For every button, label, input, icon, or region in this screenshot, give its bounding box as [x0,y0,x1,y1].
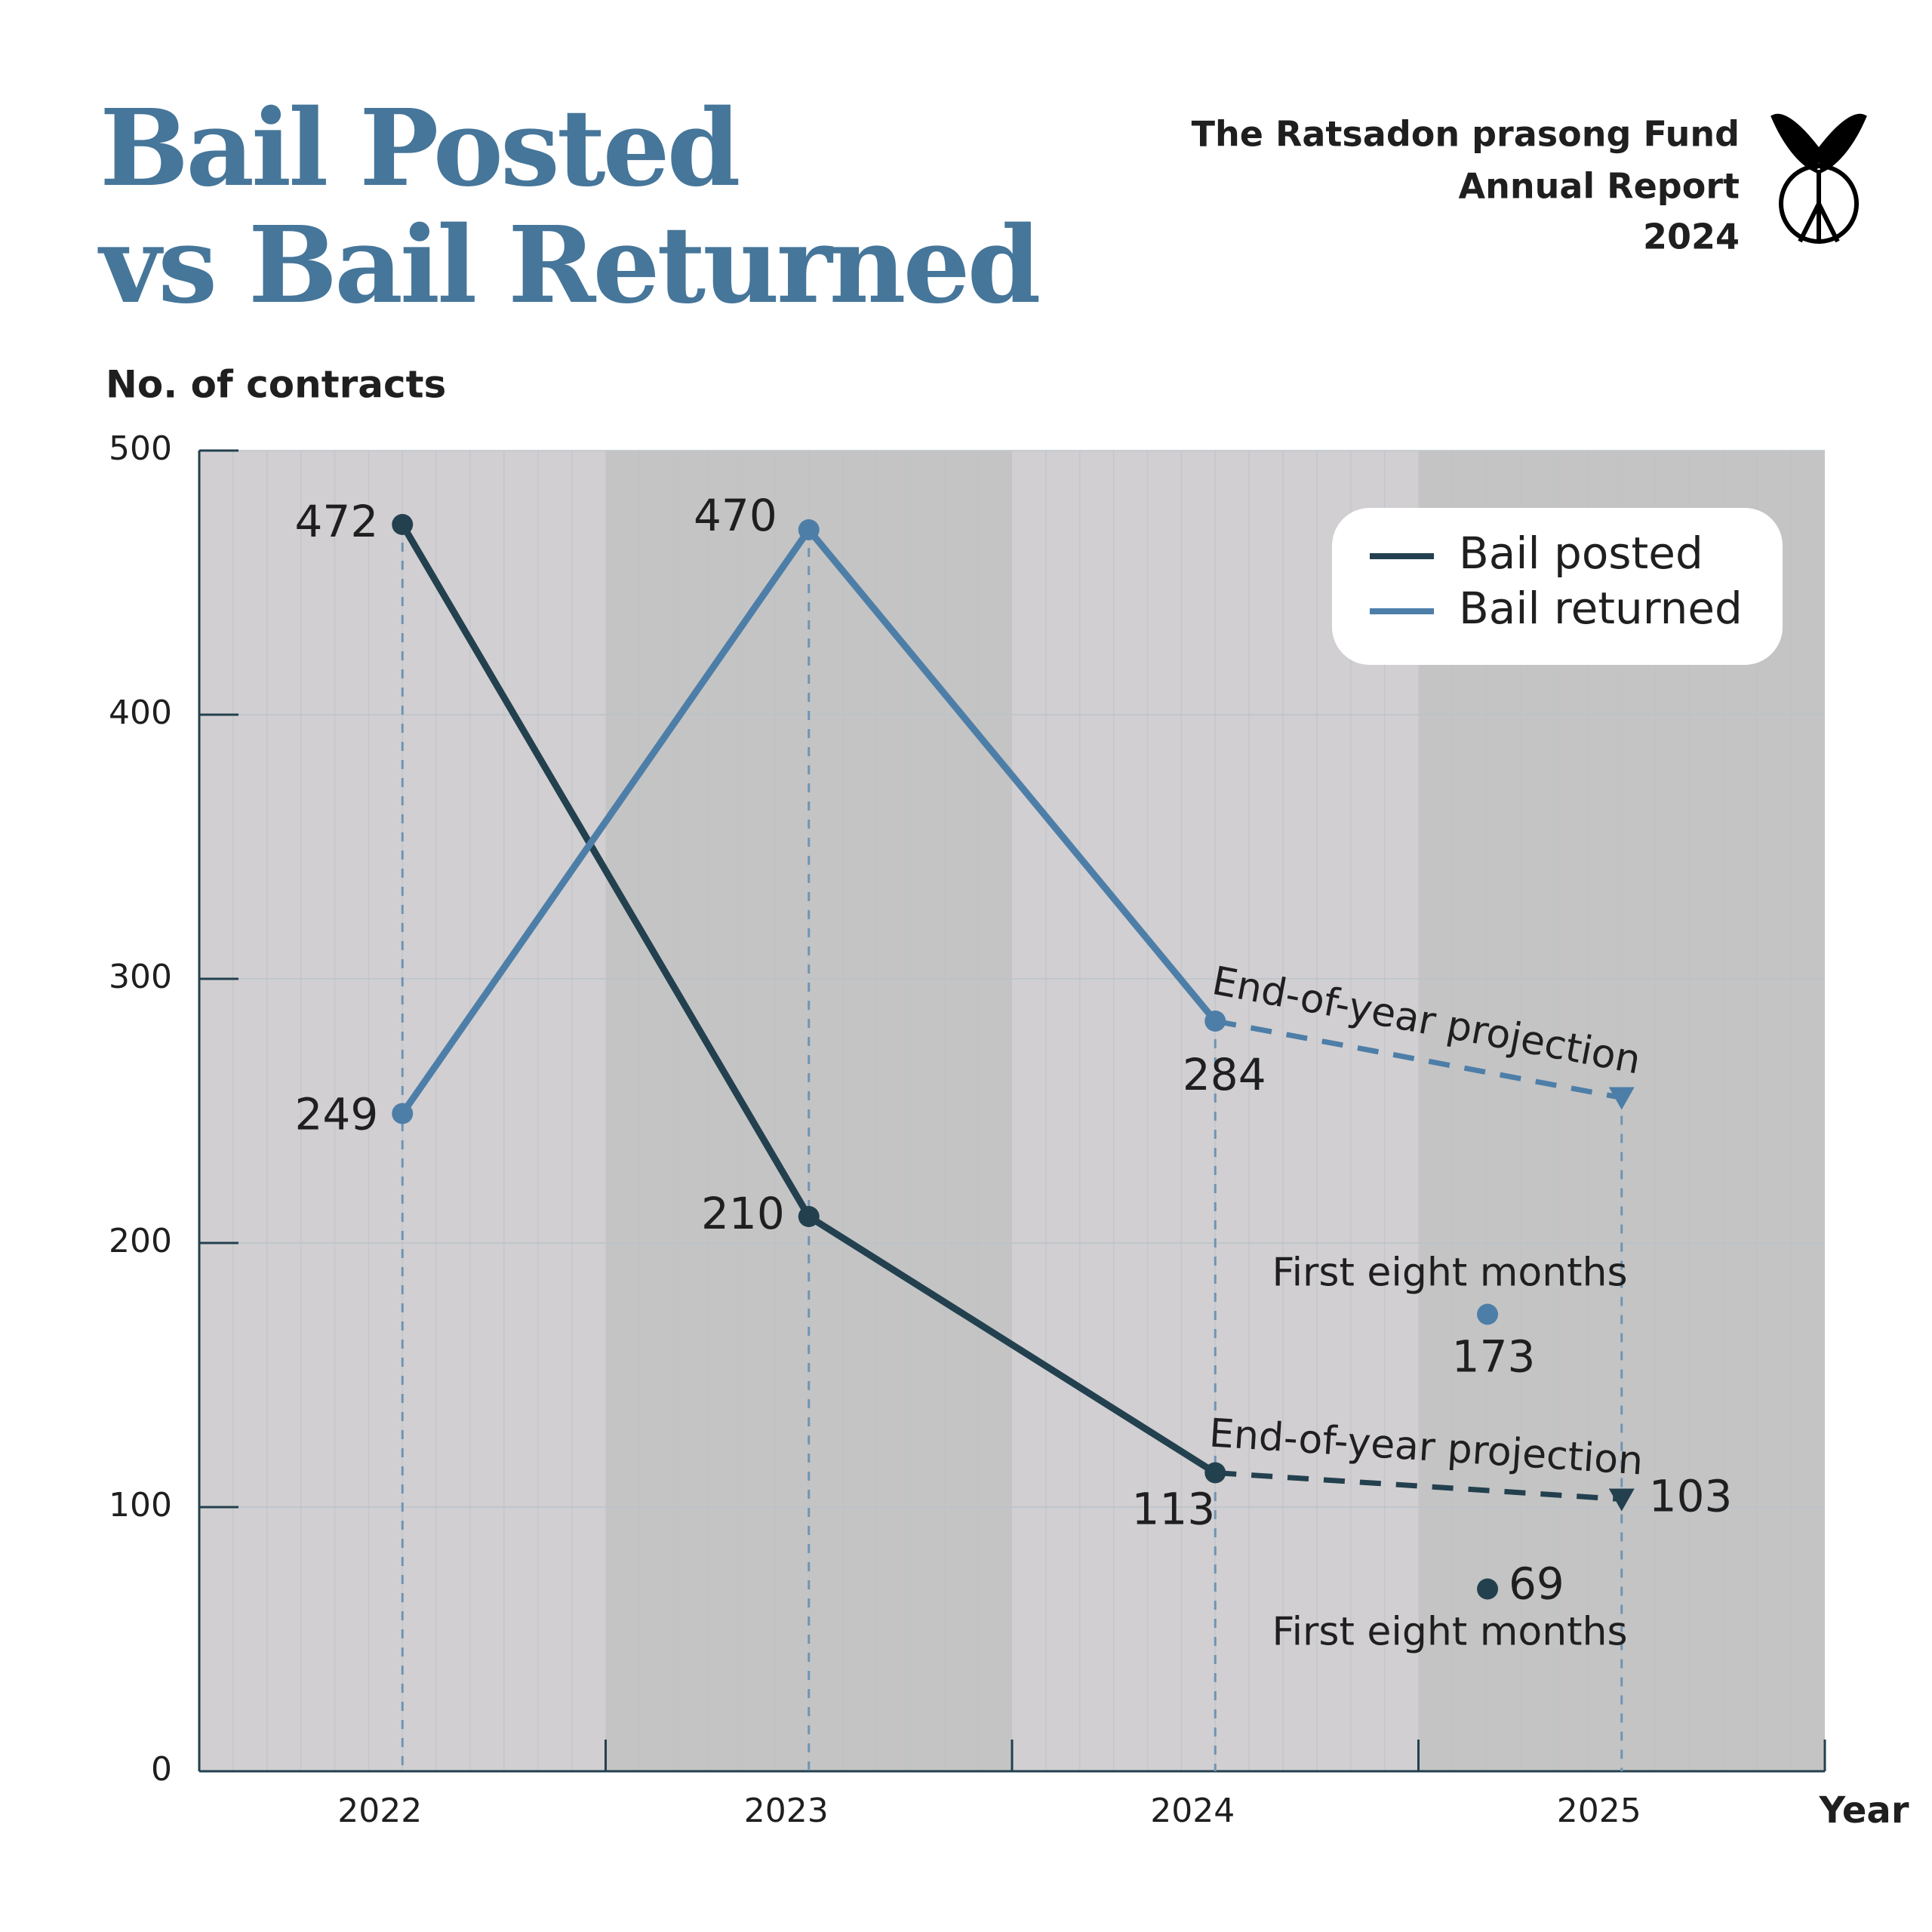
annotation: First eight months [1272,1251,1627,1296]
projection-point [1608,1488,1635,1512]
x-tick-label: 2022 [337,1792,422,1830]
legend-box [1332,508,1783,665]
x-tick-label: 2024 [1150,1792,1235,1830]
annotation: First eight months [1272,1610,1627,1655]
data-label: 210 [701,1188,785,1239]
legend-label: Bail returned [1459,583,1743,634]
source-text: 2024 [1643,217,1740,257]
data-label: 173 [1452,1331,1536,1383]
partial-point [1477,1303,1499,1325]
logo [1770,113,1867,244]
point [798,1206,820,1227]
projection-line [1214,1018,1623,1100]
source-text: The Ratsadon prasong Fund [1192,114,1740,155]
y-tick-label: 400 [109,694,172,732]
y-tick-label: 500 [109,429,172,468]
point [392,1103,414,1124]
data-label: 470 [694,490,777,541]
point [1204,1462,1226,1484]
point [1204,1011,1226,1032]
x-tick-label: 2025 [1557,1792,1641,1830]
data-label: 113 [1132,1484,1216,1535]
data-label: 472 [295,496,379,547]
projection-line [1215,1470,1622,1502]
data-label: 249 [295,1089,379,1140]
point [798,519,820,540]
y-tick-label: 200 [109,1222,172,1260]
data-label: 103 [1649,1471,1733,1522]
source-text: Annual Report [1459,166,1740,207]
partial-point [1477,1578,1499,1600]
x-axis-label: Year [1819,1789,1909,1832]
data-label: 69 [1509,1558,1564,1610]
y-tick-label: 0 [151,1750,172,1789]
legend-label: Bail posted [1459,528,1703,579]
data-label: 284 [1183,1049,1266,1100]
y-tick-label: 100 [109,1486,172,1524]
projection-point [1608,1087,1635,1110]
chart-title: Bail Posted [100,87,739,211]
point [392,514,414,535]
y-axis-label: No. of contracts [106,363,446,407]
chart-title: vs Bail Returned [97,204,1039,328]
y-tick-label: 300 [109,958,172,996]
x-tick-label: 2023 [744,1792,829,1830]
